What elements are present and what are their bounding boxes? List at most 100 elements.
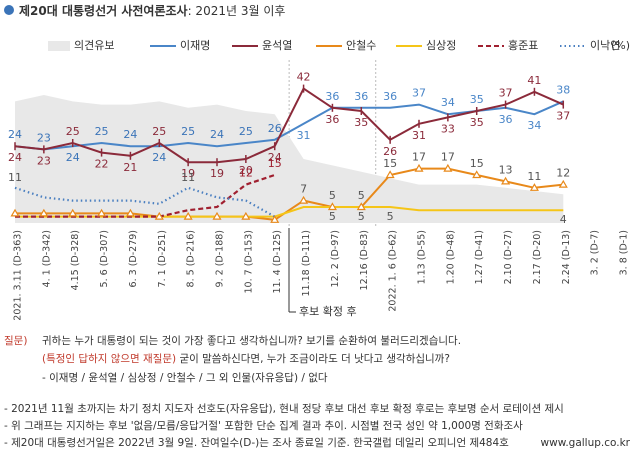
marker — [125, 208, 135, 217]
value-label: 25 — [152, 125, 166, 138]
value-label: 37 — [556, 110, 570, 123]
question-text: (특정인 답하지 않으면 재질문) 굳이 말씀하신다면, 누가 조금이라도 더 … — [42, 352, 450, 365]
x-tick-label: 5. 6 (D-307) — [99, 230, 110, 287]
value-label: 5 — [358, 210, 365, 223]
x-tick-label: 12.16 (D-83) — [359, 230, 370, 290]
x-tick-label: 10. 7 (D-153) — [243, 230, 254, 293]
value-label: 17 — [441, 151, 455, 164]
value-label: 5 — [358, 189, 365, 202]
marker — [472, 170, 482, 179]
value-label: 37 — [499, 87, 513, 100]
value-label: 15 — [470, 157, 484, 170]
value-label: 22 — [95, 158, 109, 171]
value-label: 31 — [297, 129, 311, 142]
value-label: 26 — [268, 122, 282, 135]
x-tick-label: 9. 2 (D-188) — [215, 230, 226, 287]
source-url: www.gallup.co.kr — [541, 437, 631, 449]
question-highlight: (특정인 답하지 않으면 재질문) — [42, 352, 176, 365]
x-tick-label: 11.18 (D-111) — [301, 230, 312, 297]
value-label: 24 — [123, 128, 137, 141]
x-tick-label: 3. 2 (D-7) — [590, 230, 601, 275]
legend-label: 안철수 — [346, 39, 376, 52]
value-label: 35 — [470, 116, 484, 129]
x-tick-label: 2.10 (D-27) — [503, 230, 514, 284]
plot-area: 24 23 24 25 24 24 25 24 25 26 31 36 36 36 37 34 35 36 34 38… — [8, 60, 630, 321]
footnote: - 제20대 대통령선거일은 2022년 3월 9일. 잔여일수(D-)는 조사… — [4, 436, 509, 449]
marker — [529, 183, 539, 191]
value-label: 17 — [412, 151, 426, 164]
value-label: 33 — [441, 122, 455, 135]
value-label: 20 — [239, 164, 253, 177]
value-label: 36 — [383, 90, 397, 103]
marker — [212, 211, 222, 220]
value-label: 35 — [470, 93, 484, 106]
question-text-part: 굳이 말씀하신다면, 누가 조금이라도 더 낫다고 생각하십니까? — [176, 352, 450, 365]
x-tick-label: 2021. 3.11 (D-363) — [13, 230, 24, 321]
value-label: 34 — [527, 119, 541, 132]
marker — [443, 163, 453, 172]
x-tick-label: 4.15 (D-328) — [70, 230, 81, 290]
question-text: 귀하는 누가 대통령이 되는 것이 가장 좋다고 생각하십니까? 보기를 순환하… — [42, 334, 461, 347]
value-label: 37 — [412, 87, 426, 100]
legend-swatch — [48, 41, 70, 51]
chart-title: 제20대 대통령선거 사전여론조사: 2021년 3월 이후 — [19, 3, 285, 18]
value-label: 15 — [268, 157, 282, 170]
x-tick-label: 1.20 (D-48) — [445, 230, 456, 284]
marker — [501, 176, 511, 185]
value-label: 26 — [383, 145, 397, 158]
series-line — [15, 167, 564, 221]
x-tick-label: 4. 1 (D-342) — [41, 230, 52, 287]
value-label: 36 — [354, 90, 368, 103]
marker — [299, 195, 309, 204]
x-tick-label: 11. 4 (D-125) — [272, 230, 283, 293]
x-tick-label: 3. 8 (D-1) — [619, 230, 630, 275]
value-label: 12 — [239, 167, 253, 180]
value-label: 24 — [8, 128, 22, 141]
value-label: 11 — [181, 171, 195, 184]
marker — [97, 208, 107, 217]
x-tick-label: 8. 5 (D-216) — [186, 230, 197, 287]
value-label: 25 — [239, 125, 253, 138]
x-tick-label: 1.27 (D-41) — [474, 230, 485, 284]
footnote: - 2021년 11월 초까지는 차기 정치 지도자 선호도(자유응답), 현내… — [4, 402, 564, 415]
x-tick-label: 7. 1 (D-251) — [157, 230, 168, 287]
value-label: 42 — [297, 71, 311, 84]
value-label: 38 — [556, 83, 570, 96]
marker — [154, 211, 164, 220]
value-label: 24 — [8, 151, 22, 164]
value-label: 25 — [181, 125, 195, 138]
value-label: 7 — [300, 183, 307, 196]
value-label: 36 — [499, 113, 513, 126]
value-label: 24 — [152, 151, 166, 164]
legend-label: 홍준표 — [508, 38, 538, 52]
legend-label: 이낙연 — [590, 39, 620, 52]
annotation: 후보 확정 후 — [299, 305, 357, 318]
value-label: 23 — [37, 131, 51, 144]
x-tick-label: 2022. 1. 6 (D-62) — [388, 230, 399, 312]
marker — [414, 163, 424, 172]
value-label: 5 — [387, 210, 394, 223]
value-label: 34 — [441, 96, 455, 109]
marker — [10, 208, 20, 217]
x-tick-label: 1.13 (D-55) — [417, 230, 428, 284]
legend-unit: (%) — [611, 39, 630, 52]
marker — [39, 208, 49, 217]
question-options: - 이재명 / 윤석열 / 심상정 / 안철수 / 그 외 인물(자유응답) /… — [42, 371, 328, 384]
value-label: 25 — [66, 125, 80, 138]
legend: 의견유보 이재명 윤석열 안철수 심상정 홍준표 이낙연(%) — [48, 38, 630, 52]
legend-label: 의견유보 — [74, 39, 114, 52]
value-label: 19 — [210, 167, 224, 180]
value-label: 5 — [329, 210, 336, 223]
value-label: 35 — [354, 116, 368, 129]
marker — [385, 170, 395, 179]
marker — [270, 215, 280, 223]
marker — [558, 179, 568, 188]
value-label: 24 — [210, 128, 224, 141]
value-label: 24 — [268, 151, 282, 164]
value-label: 13 — [499, 163, 513, 176]
x-tick-label: 2.24 (D-13) — [561, 230, 572, 284]
value-label: 31 — [412, 129, 426, 142]
legend-label: 윤석열 — [262, 39, 292, 52]
value-label: 5 — [329, 189, 336, 202]
